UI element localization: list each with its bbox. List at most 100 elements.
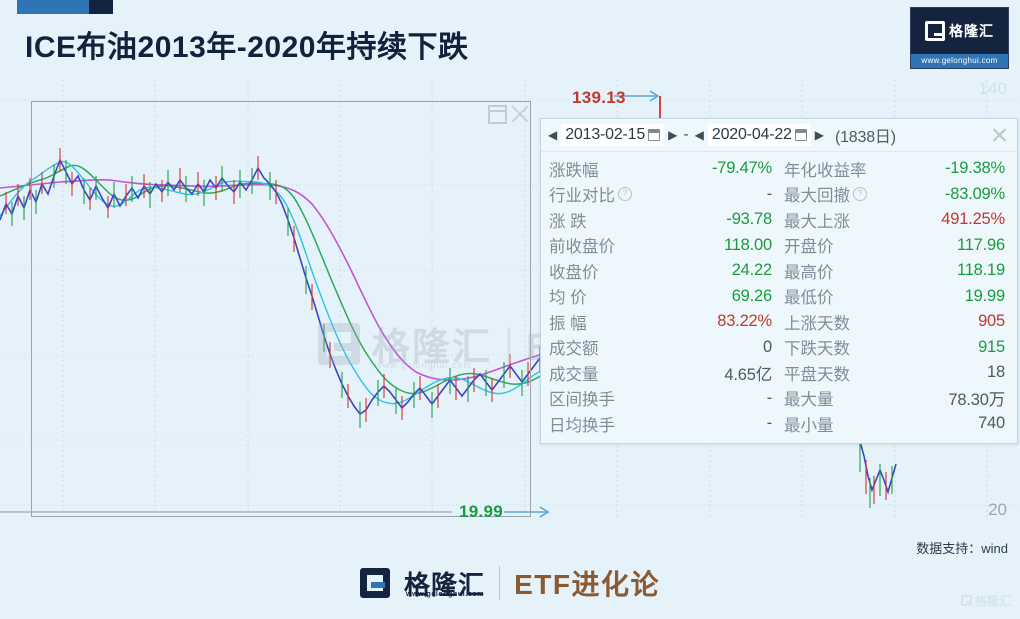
- end-date-field[interactable]: 2020-04-22: [707, 124, 811, 146]
- stat-cell-right: 最高价 118.19: [774, 259, 1009, 283]
- stat-value: -19.38%: [944, 159, 1005, 178]
- stat-cell-right: 最低价 19.99: [774, 284, 1009, 308]
- period-high-label: 139.13: [572, 88, 626, 107]
- stat-label-text: 区间换手: [549, 391, 615, 410]
- stat-label: 最大量: [784, 386, 834, 410]
- stat-label: 最大回撤?: [784, 182, 867, 206]
- stat-label: 最高价: [784, 259, 834, 283]
- stat-label-text: 下跌天数: [784, 340, 850, 359]
- stat-label-text: 最大回撤: [784, 187, 850, 206]
- stat-label-text: 均 价: [549, 289, 587, 308]
- stat-row: 行业对比? - 最大回撤? -83.09%: [549, 182, 1009, 208]
- stat-cell-left: 行业对比? -: [549, 182, 774, 206]
- stat-cell-left: 日均换手 -: [549, 412, 774, 436]
- stat-cell-right: 年化收益率 -19.38%: [774, 157, 1009, 181]
- start-date-prev-arrow[interactable]: ◀: [548, 128, 558, 142]
- brand-logo-url: www.gelonghui.com: [911, 54, 1008, 68]
- stat-cell-left: 振 幅 83.22%: [549, 310, 774, 334]
- footer-brand-text: 格隆汇: [404, 569, 486, 600]
- stat-value: 24.22: [731, 261, 772, 280]
- brand-logo: 格隆汇 www.gelonghui.com: [910, 7, 1009, 69]
- date-range-separator: -: [683, 126, 689, 143]
- accent-bar-dark: [89, 0, 113, 14]
- stat-label-text: 最大上涨: [784, 212, 850, 231]
- stat-row: 均 价 69.26 最低价 19.99: [549, 284, 1009, 310]
- help-icon[interactable]: ?: [853, 187, 867, 202]
- stat-label: 最小量: [784, 412, 834, 436]
- stat-row: 区间换手 - 最大量 78.30万: [549, 386, 1009, 412]
- stat-value: -: [766, 184, 773, 203]
- calendar-icon[interactable]: [648, 129, 661, 141]
- restore-window-icon[interactable]: [488, 104, 507, 124]
- brand-logo-name: 格隆汇: [949, 23, 994, 39]
- stat-value: 4.65亿: [724, 365, 772, 384]
- stat-cell-left: 收盘价 24.22: [549, 259, 774, 283]
- statistics-panel-header[interactable]: ◀ 2013-02-15 ▶ - ◀ 2020-04-22 ▶ (1838日): [541, 119, 1017, 152]
- stat-row: 涨跌幅 -79.47% 年化收益率 -19.38%: [549, 156, 1009, 182]
- statistics-rows: 涨跌幅 -79.47% 年化收益率 -19.38% 行业对比? - 最大回撤? -83.09%…: [541, 152, 1017, 443]
- stat-label-text: 年化收益率: [784, 161, 867, 180]
- stat-label: 区间换手: [549, 386, 615, 410]
- stat-value: 118.19: [956, 261, 1005, 280]
- stat-value: 18: [987, 363, 1005, 382]
- stat-label-text: 成交量: [549, 365, 599, 384]
- stat-value: -: [766, 414, 773, 433]
- end-date-value: 2020-04-22: [711, 126, 792, 143]
- calendar-icon[interactable]: [794, 129, 807, 141]
- stat-row: 日均换手 - 最小量 740: [549, 411, 1009, 437]
- stat-cell-right: 下跌天数 915: [774, 335, 1009, 359]
- statistics-panel[interactable]: ◀ 2013-02-15 ▶ - ◀ 2020-04-22 ▶ (1838日) …: [540, 118, 1018, 444]
- stat-cell-left: 成交额 0: [549, 335, 774, 359]
- stat-label-text: 涨 跌: [549, 212, 587, 231]
- footer-logo: 格隆汇 www.gelonghui.com ETF进化论: [0, 563, 1020, 603]
- stat-cell-right: 平盘天数 18: [774, 361, 1009, 385]
- stat-label-text: 日均换手: [549, 416, 615, 435]
- page-title: ICE布油2013年-2020年持续下跌: [25, 31, 469, 64]
- start-date-field[interactable]: 2013-02-15: [561, 124, 665, 146]
- stat-label-text: 上涨天数: [784, 314, 850, 333]
- stat-value: 740: [978, 414, 1005, 433]
- chart-window-controls[interactable]: [488, 103, 531, 125]
- stat-label: 日均换手: [549, 412, 615, 436]
- start-date-value: 2013-02-15: [565, 126, 646, 143]
- stat-cell-right: 最大上涨 491.25%: [774, 208, 1009, 232]
- stat-value: 118.00: [723, 235, 772, 254]
- stat-value: 78.30万: [948, 391, 1005, 410]
- stat-label-text: 行业对比: [549, 187, 615, 206]
- close-window-icon[interactable]: [509, 103, 531, 125]
- stat-cell-right: 最大量 78.30万: [774, 386, 1009, 410]
- stat-cell-right: 上涨天数 905: [774, 310, 1009, 334]
- stat-cell-left: 前收盘价 118.00: [549, 233, 774, 257]
- stat-row: 前收盘价 118.00 开盘价 117.96: [549, 233, 1009, 259]
- stat-label: 涨跌幅: [549, 157, 599, 181]
- stat-value: 69.26: [731, 286, 772, 305]
- stat-row: 收盘价 24.22 最高价 118.19: [549, 258, 1009, 284]
- end-date-next-arrow[interactable]: ▶: [814, 128, 824, 142]
- footer-etf-text: ETF进化论: [514, 569, 660, 600]
- day-count-label: (1838日): [834, 129, 896, 146]
- stat-cell-right: 最小量 740: [774, 412, 1009, 436]
- stat-label: 振 幅: [549, 310, 587, 334]
- stat-value: -79.47%: [711, 159, 772, 178]
- end-date-prev-arrow[interactable]: ◀: [694, 128, 704, 142]
- stat-value: 117.96: [956, 235, 1005, 254]
- accent-bar-blue: [17, 0, 89, 14]
- stat-label-text: 开盘价: [784, 238, 834, 257]
- footer-brand-name: 格隆汇 www.gelonghui.com: [404, 565, 485, 602]
- stat-label: 最低价: [784, 284, 834, 308]
- stat-label: 年化收益率: [784, 157, 867, 181]
- close-icon[interactable]: [989, 125, 1009, 145]
- stat-label: 成交额: [549, 335, 599, 359]
- stat-label: 均 价: [549, 284, 587, 308]
- data-source-note: 数据支持：wind: [916, 541, 1008, 556]
- stat-label: 行业对比?: [549, 182, 632, 206]
- stat-label-text: 最高价: [784, 263, 834, 282]
- stat-value: 905: [978, 312, 1005, 331]
- stat-label-text: 最小量: [784, 416, 834, 435]
- start-date-next-arrow[interactable]: ▶: [668, 128, 678, 142]
- help-icon[interactable]: ?: [618, 187, 632, 202]
- stat-label: 平盘天数: [784, 361, 850, 385]
- top-accent-bars: [17, 0, 113, 14]
- stat-label-text: 最大量: [784, 391, 834, 410]
- stat-value: -: [766, 388, 773, 407]
